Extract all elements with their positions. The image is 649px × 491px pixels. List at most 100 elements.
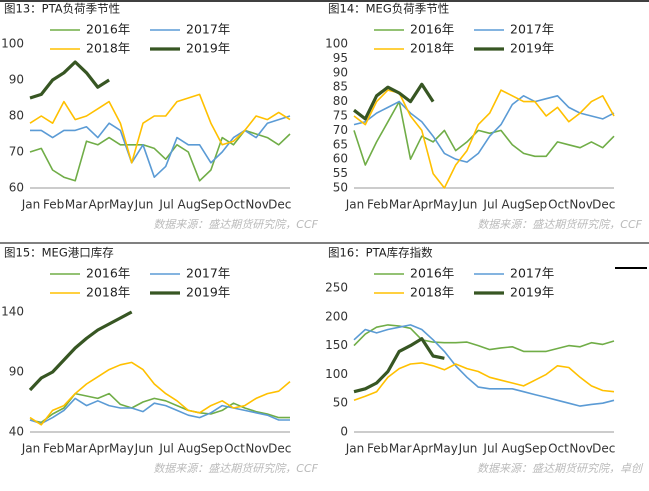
- x-tick-label: Apr: [88, 442, 109, 456]
- x-tick-label: Jan: [21, 198, 41, 212]
- x-tick-label: Mar: [65, 442, 88, 456]
- series-line: [353, 362, 615, 402]
- series-line: [353, 95, 615, 163]
- x-tick-label: Jan: [21, 442, 41, 456]
- chart-panel: 图16：PTA库存指数 0 50 100 150 200 250 Jan Feb Mar Apr Ma…: [325, 246, 644, 476]
- x-tick-label: Nov: [245, 198, 268, 212]
- x-tick-label: May: [433, 198, 458, 212]
- y-tick-label: 95: [333, 51, 348, 65]
- chart-title: 图14：MEG负荷季节性: [328, 2, 449, 16]
- x-tick-label: Aug: [502, 442, 525, 456]
- chart-title: 图15：MEG港口库存: [4, 246, 114, 260]
- chart-title: 图13：PTA负荷季节性: [4, 2, 120, 16]
- y-tick-label: 100: [1, 37, 24, 51]
- x-tick-label: Aug: [178, 198, 201, 212]
- series-line: [353, 100, 615, 166]
- series-line: [353, 324, 615, 353]
- x-tick-label: Jun: [134, 442, 154, 456]
- y-tick-label: 50: [333, 181, 348, 195]
- x-tick-label: Aug: [502, 198, 525, 212]
- y-tick-label: 50: [333, 396, 348, 410]
- series-line: [29, 93, 291, 164]
- x-tick-label: Jul: [158, 442, 173, 456]
- legend-label: 2018年: [86, 285, 130, 300]
- x-tick-label: Jan: [345, 442, 365, 456]
- x-tick-label: Feb: [367, 198, 388, 212]
- series-line: [29, 129, 291, 182]
- x-tick-label: Jul: [482, 442, 497, 456]
- legend-label: 2016年: [86, 266, 130, 281]
- y-tick-label: 40: [9, 425, 24, 439]
- x-tick-label: Oct: [548, 442, 569, 456]
- y-tick-label: 65: [333, 137, 348, 151]
- x-tick-label: Nov: [569, 198, 592, 212]
- y-tick-label: 75: [333, 109, 348, 123]
- y-tick-label: 80: [333, 94, 348, 108]
- legend-label: 2019年: [510, 285, 554, 300]
- x-tick-label: Sep: [201, 198, 224, 212]
- x-tick-label: Apr: [412, 442, 433, 456]
- x-tick-label: Oct: [224, 442, 245, 456]
- source-note: 数据来源：盛达期货研究院，CCF: [153, 218, 318, 231]
- x-tick-label: Feb: [367, 442, 388, 456]
- y-tick-label: 100: [325, 37, 348, 51]
- x-tick-label: Dec: [592, 442, 615, 456]
- series-line: [30, 115, 291, 178]
- y-tick-label: 150: [325, 338, 348, 352]
- y-tick-label: 55: [333, 166, 348, 180]
- y-tick-label: 140: [1, 305, 24, 319]
- x-tick-label: Mar: [65, 198, 88, 212]
- legend-label: 2017年: [186, 266, 230, 281]
- series-line: [353, 324, 615, 407]
- y-tick-label: 70: [333, 123, 348, 137]
- x-tick-label: Jun: [458, 198, 478, 212]
- source-note: 数据来源：盛达期货研究院，CCF: [477, 218, 642, 231]
- series-line: [29, 60, 110, 100]
- x-tick-label: Jan: [345, 198, 365, 212]
- x-tick-label: May: [109, 198, 134, 212]
- x-tick-label: Sep: [525, 442, 548, 456]
- y-tick-label: 90: [9, 365, 24, 379]
- x-tick-label: Oct: [548, 198, 569, 212]
- legend-label: 2016年: [410, 266, 454, 281]
- legend-label: 2019年: [510, 41, 554, 56]
- legend-label: 2017年: [510, 266, 554, 281]
- legend-label: 2019年: [186, 285, 230, 300]
- legend-label: 2017年: [510, 22, 554, 37]
- y-tick-label: 80: [9, 109, 24, 123]
- series-line: [29, 397, 290, 425]
- x-tick-label: Feb: [43, 198, 64, 212]
- legend-label: 2018年: [86, 41, 130, 56]
- x-tick-label: Aug: [178, 442, 201, 456]
- chart-title: 图16：PTA库存指数: [328, 246, 433, 260]
- y-tick-label: 70: [9, 145, 24, 159]
- legend-label: 2016年: [410, 22, 454, 37]
- y-tick-label: 90: [333, 65, 348, 79]
- series-line: [28, 310, 133, 392]
- y-tick-label: 0: [340, 425, 348, 439]
- x-tick-label: Nov: [245, 442, 268, 456]
- legend-label: 2017年: [186, 22, 230, 37]
- legend-label: 2018年: [410, 285, 454, 300]
- x-tick-label: Jul: [158, 198, 173, 212]
- x-tick-label: Sep: [525, 198, 548, 212]
- legend-label: 2016年: [86, 22, 130, 37]
- x-tick-label: Apr: [412, 198, 433, 212]
- series-line: [29, 392, 290, 424]
- series-line: [29, 361, 291, 426]
- source-note: 数据来源：盛达期货研究院，CCF: [153, 462, 318, 475]
- x-tick-label: Dec: [268, 198, 291, 212]
- y-tick-label: 60: [333, 152, 348, 166]
- x-tick-label: Jun: [134, 198, 154, 212]
- y-tick-label: 60: [9, 181, 24, 195]
- y-tick-label: 90: [9, 73, 24, 87]
- x-tick-label: Jun: [458, 442, 478, 456]
- x-tick-label: Dec: [268, 442, 291, 456]
- x-tick-label: Feb: [43, 442, 64, 456]
- x-tick-label: Dec: [592, 198, 615, 212]
- series-line: [353, 337, 445, 394]
- y-tick-label: 200: [325, 309, 348, 323]
